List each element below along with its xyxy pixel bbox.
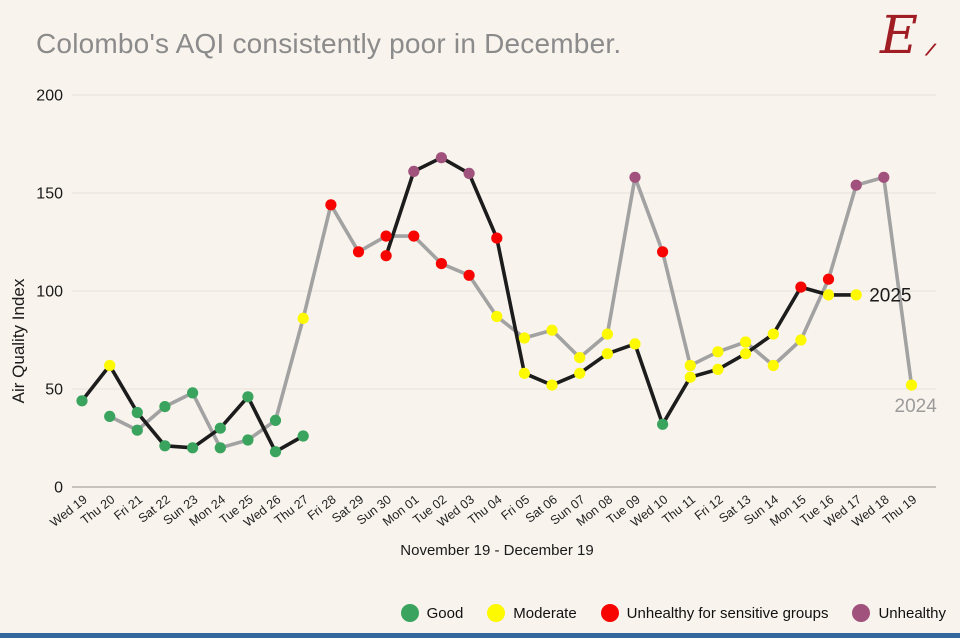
bottom-accent-bar bbox=[0, 633, 960, 638]
data-point-2025[interactable] bbox=[214, 422, 226, 434]
y-tick-label: 200 bbox=[36, 88, 63, 105]
data-point-2024[interactable] bbox=[574, 352, 586, 364]
data-point-2024[interactable] bbox=[850, 179, 862, 191]
y-tick-label: 150 bbox=[36, 186, 63, 203]
logo-letter: E bbox=[880, 6, 918, 66]
data-point-2025[interactable] bbox=[546, 379, 558, 391]
data-point-2024[interactable] bbox=[463, 269, 475, 281]
legend-swatch-icon bbox=[600, 604, 619, 622]
y-tick-label: 50 bbox=[45, 382, 63, 399]
legend-swatch-icon bbox=[852, 604, 871, 622]
legend-item: Moderate bbox=[487, 604, 577, 622]
data-point-2025[interactable] bbox=[850, 289, 862, 301]
data-point-2024[interactable] bbox=[131, 424, 143, 436]
data-point-2025[interactable] bbox=[131, 406, 143, 419]
legend-item: Unhealthy for sensitive groups bbox=[600, 604, 829, 622]
data-point-2024[interactable] bbox=[822, 273, 835, 285]
legend-item: Good bbox=[400, 604, 464, 622]
data-point-2024[interactable] bbox=[297, 312, 309, 324]
data-point-2025[interactable] bbox=[491, 232, 503, 244]
chart-title: Colombo's AQI consistently poor in Decem… bbox=[36, 28, 622, 59]
data-point-2025[interactable] bbox=[740, 348, 752, 360]
data-point-2024[interactable] bbox=[269, 414, 282, 426]
data-point-2024[interactable] bbox=[214, 442, 226, 454]
data-point-2025[interactable] bbox=[767, 328, 779, 340]
series-label-2025: 2025 bbox=[869, 285, 911, 306]
data-point-2024[interactable] bbox=[740, 336, 752, 348]
legend-label: Unhealthy bbox=[878, 604, 946, 622]
data-point-2025[interactable] bbox=[435, 152, 447, 164]
data-point-2025[interactable] bbox=[657, 418, 669, 430]
data-point-2024[interactable] bbox=[380, 230, 392, 242]
data-point-2025[interactable] bbox=[574, 367, 586, 379]
data-point-2024[interactable] bbox=[712, 346, 724, 358]
brand-logo: E ⁄⁄ bbox=[874, 4, 944, 74]
legend-swatch-icon bbox=[487, 604, 506, 622]
y-tick-label: 0 bbox=[54, 480, 63, 497]
data-point-2025[interactable] bbox=[629, 338, 641, 350]
data-point-2025[interactable] bbox=[463, 167, 475, 179]
legend-label: Moderate bbox=[513, 604, 577, 622]
data-point-2024[interactable] bbox=[159, 401, 171, 413]
y-axis-title: Air Quality Index bbox=[9, 278, 28, 403]
y-tick-label: 100 bbox=[36, 284, 63, 301]
data-point-2025[interactable] bbox=[159, 440, 171, 452]
data-point-2024[interactable] bbox=[352, 246, 365, 258]
legend-swatch-icon bbox=[400, 604, 419, 622]
data-point-2024[interactable] bbox=[491, 310, 503, 323]
data-point-2025[interactable] bbox=[76, 395, 88, 407]
legend-item: Unhealthy bbox=[852, 604, 946, 622]
data-point-2024[interactable] bbox=[795, 334, 807, 346]
data-point-2025[interactable] bbox=[601, 348, 614, 360]
data-point-2024[interactable] bbox=[242, 434, 254, 446]
series-label-2024: 2024 bbox=[895, 396, 938, 417]
data-point-2024[interactable] bbox=[684, 359, 696, 372]
aqi-legend: Good Moderate Unhealthy for sensitive grou… bbox=[400, 604, 946, 622]
data-point-2025[interactable] bbox=[684, 371, 696, 383]
data-point-2024[interactable] bbox=[408, 230, 420, 242]
legend-label: Unhealthy for sensitive groups bbox=[626, 604, 829, 622]
data-point-2024[interactable] bbox=[325, 199, 337, 211]
data-point-2024[interactable] bbox=[187, 387, 199, 399]
data-point-2025[interactable] bbox=[822, 289, 835, 301]
data-point-2024[interactable] bbox=[878, 171, 890, 183]
data-point-2025[interactable] bbox=[408, 165, 420, 177]
data-point-2024[interactable] bbox=[657, 246, 669, 258]
data-point-2024[interactable] bbox=[767, 359, 779, 372]
data-point-2025[interactable] bbox=[795, 281, 807, 293]
data-point-2025[interactable] bbox=[187, 442, 199, 454]
x-axis-caption: November 19 - December 19 bbox=[400, 542, 593, 559]
data-point-2025[interactable] bbox=[104, 359, 116, 372]
legend-label: Good bbox=[426, 604, 464, 622]
data-point-2024[interactable] bbox=[546, 324, 558, 336]
data-point-2024[interactable] bbox=[905, 379, 918, 391]
data-point-2024[interactable] bbox=[601, 328, 614, 340]
data-point-2025[interactable] bbox=[242, 391, 254, 403]
data-point-2024[interactable] bbox=[104, 410, 116, 422]
data-point-2024[interactable] bbox=[518, 332, 531, 344]
data-point-2025[interactable] bbox=[297, 430, 309, 442]
data-point-2025[interactable] bbox=[712, 363, 724, 375]
data-point-2024[interactable] bbox=[629, 171, 641, 183]
data-point-2024[interactable] bbox=[435, 258, 447, 270]
data-point-2025[interactable] bbox=[518, 367, 531, 379]
data-point-2025[interactable] bbox=[269, 446, 282, 458]
data-point-2025[interactable] bbox=[380, 250, 392, 262]
